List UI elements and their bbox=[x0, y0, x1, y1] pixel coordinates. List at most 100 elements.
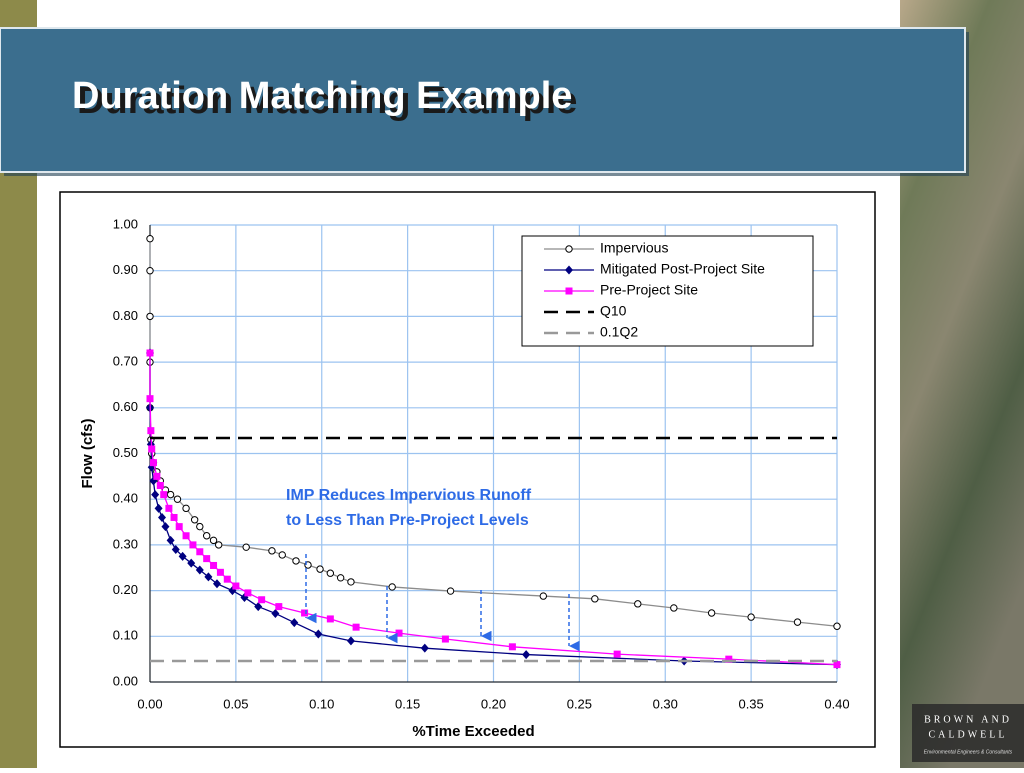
plot: 0.00 0.10 0.20 0.30 0.40 0.50 0.60 0.70 0.80 0.90… bbox=[79, 216, 850, 740]
marker bbox=[352, 623, 360, 631]
marker bbox=[182, 532, 190, 540]
marker bbox=[388, 583, 396, 591]
marker bbox=[165, 504, 173, 512]
marker bbox=[182, 504, 190, 513]
marker bbox=[187, 558, 196, 568]
marker bbox=[565, 265, 573, 275]
marker bbox=[178, 551, 187, 561]
x-tick-label: 0.15 bbox=[395, 696, 420, 711]
marker bbox=[166, 490, 175, 499]
marker bbox=[290, 618, 299, 628]
marker bbox=[346, 636, 355, 646]
marker bbox=[539, 592, 548, 600]
marker bbox=[158, 512, 167, 522]
marker bbox=[189, 541, 197, 549]
marker bbox=[565, 287, 573, 295]
y-tick-label: 0.90 bbox=[113, 262, 138, 277]
marker bbox=[258, 596, 266, 604]
marker bbox=[156, 481, 164, 489]
legend-label: Mitigated Post-Project Site bbox=[600, 261, 765, 277]
marker bbox=[190, 516, 199, 524]
x-tick-label: 0.10 bbox=[309, 696, 334, 711]
arrows bbox=[305, 554, 580, 652]
annotation: IMP Reduces Impervious Runoff bbox=[286, 487, 532, 504]
marker bbox=[175, 523, 183, 531]
marker bbox=[146, 267, 154, 275]
legend-label: Pre-Project Site bbox=[600, 282, 698, 298]
marker bbox=[151, 490, 160, 500]
y-tick-label: 0.20 bbox=[113, 582, 138, 597]
marker bbox=[347, 578, 355, 586]
marker bbox=[161, 522, 170, 532]
x-tick-label: 0.30 bbox=[653, 696, 678, 711]
marker bbox=[634, 600, 642, 608]
marker bbox=[707, 609, 716, 617]
x-axis-label: %Time Exceeded bbox=[412, 723, 534, 740]
marker bbox=[146, 395, 154, 403]
y-tick-label: 0.50 bbox=[113, 445, 138, 460]
logo-box bbox=[912, 704, 1024, 762]
marker bbox=[196, 548, 204, 556]
marker bbox=[195, 565, 204, 575]
x-tick-label: 0.25 bbox=[567, 696, 592, 711]
legend-label: Impervious bbox=[600, 240, 668, 256]
legend-label: 0.1Q2 bbox=[600, 324, 638, 340]
marker bbox=[591, 595, 599, 603]
marker bbox=[395, 629, 403, 637]
marker bbox=[326, 569, 335, 577]
marker bbox=[833, 622, 841, 630]
marker bbox=[522, 650, 531, 660]
marker bbox=[242, 543, 250, 551]
marker bbox=[215, 541, 223, 549]
marker bbox=[166, 535, 175, 545]
marker bbox=[223, 575, 231, 583]
x-tick-label: 0.40 bbox=[824, 696, 849, 711]
marker bbox=[216, 568, 224, 576]
y-tick-label: 0.70 bbox=[113, 354, 138, 369]
y-tick-label: 0.60 bbox=[113, 399, 138, 414]
marker bbox=[146, 349, 154, 357]
slide-title: Duration Matching Example bbox=[72, 75, 572, 117]
x-tick-label: 0.05 bbox=[223, 696, 248, 711]
marker bbox=[326, 615, 334, 623]
marker bbox=[420, 643, 429, 653]
title-shadow: Duration Matching Example bbox=[77, 80, 577, 122]
marker bbox=[747, 613, 755, 621]
marker bbox=[271, 608, 280, 618]
marker bbox=[292, 557, 300, 565]
y-tick-label: 1.00 bbox=[113, 216, 138, 231]
marker bbox=[301, 609, 309, 617]
marker bbox=[148, 445, 156, 453]
marker bbox=[316, 565, 324, 573]
marker bbox=[613, 650, 621, 658]
marker bbox=[171, 544, 180, 554]
logo: BROWN AND bbox=[924, 714, 1012, 725]
marker bbox=[203, 555, 211, 563]
x-tick-label: 0.35 bbox=[738, 696, 763, 711]
y-tick-label: 0.10 bbox=[113, 628, 138, 643]
y-tick-label: 0.00 bbox=[113, 673, 138, 688]
y-tick-label: 0.40 bbox=[113, 491, 138, 506]
marker bbox=[146, 312, 154, 321]
marker bbox=[202, 532, 211, 540]
marker bbox=[146, 235, 154, 243]
marker bbox=[153, 472, 161, 480]
marker bbox=[149, 459, 157, 467]
marker bbox=[793, 618, 802, 626]
title-banner bbox=[0, 27, 966, 173]
marker bbox=[314, 629, 323, 639]
marker bbox=[278, 551, 286, 559]
marker bbox=[725, 655, 733, 663]
legend-label: Q10 bbox=[600, 303, 627, 319]
marker bbox=[196, 522, 204, 531]
marker bbox=[275, 603, 283, 611]
y-tick-label: 0.30 bbox=[113, 536, 138, 551]
logo: CALDWELL bbox=[929, 729, 1008, 740]
marker bbox=[441, 635, 449, 643]
marker bbox=[154, 503, 163, 513]
marker bbox=[212, 579, 221, 589]
marker bbox=[209, 536, 218, 545]
marker bbox=[210, 561, 218, 569]
